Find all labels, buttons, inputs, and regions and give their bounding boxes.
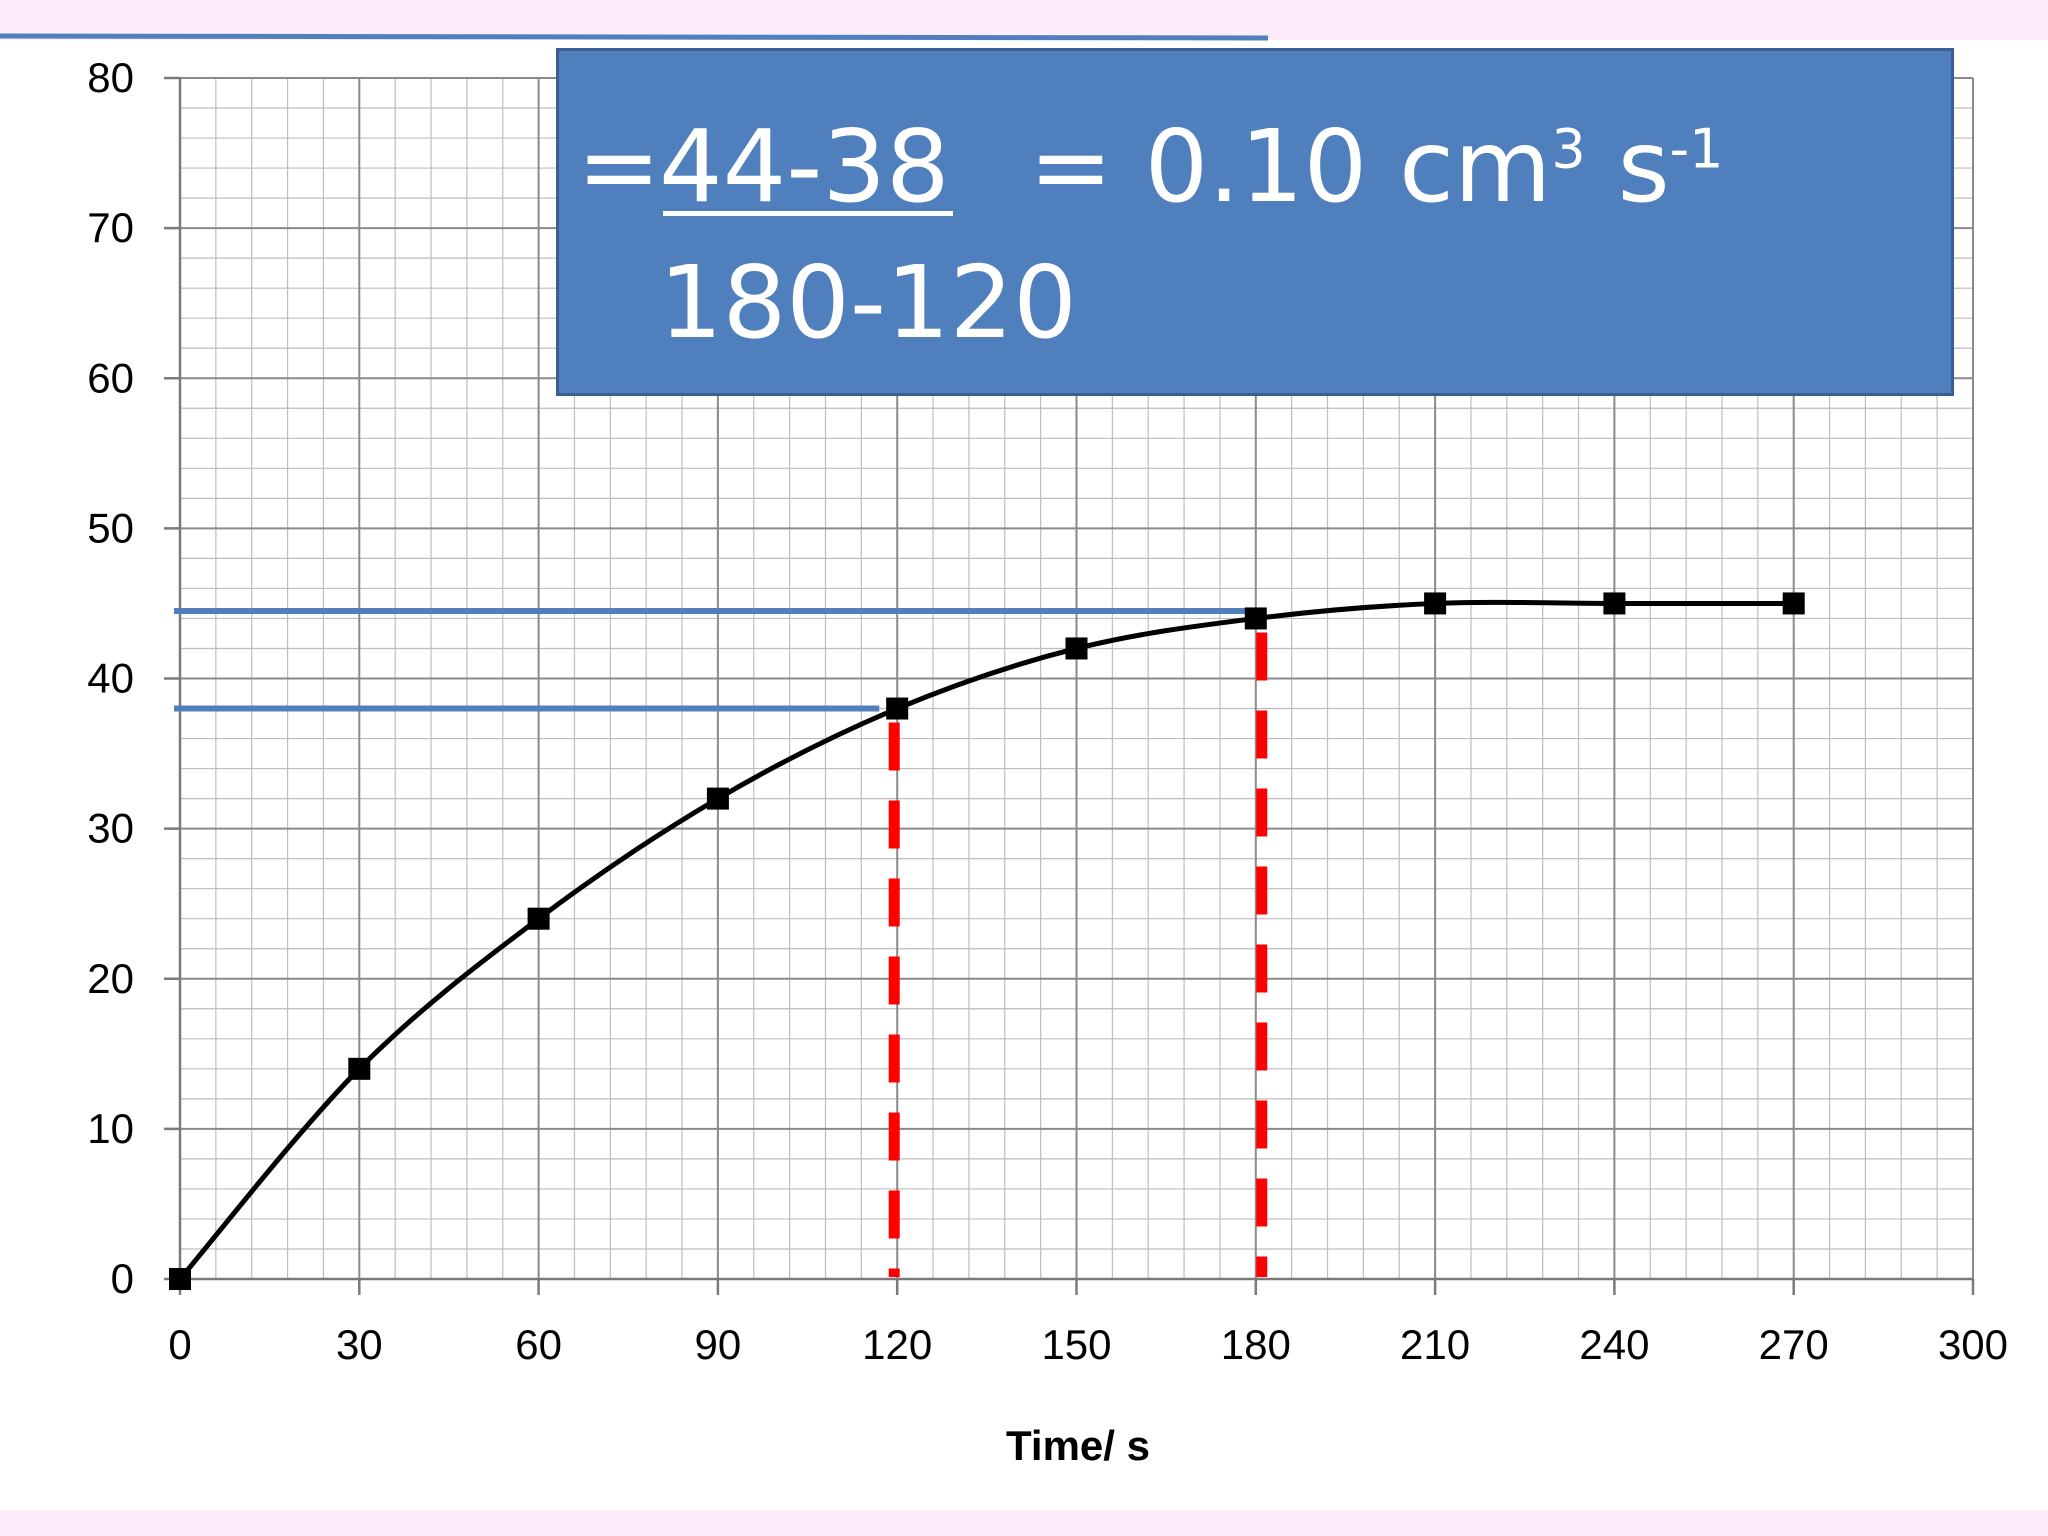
x-tick-label: 90	[695, 1321, 742, 1368]
x-tick-label: 180	[1221, 1321, 1291, 1368]
data-point-marker	[1424, 592, 1447, 615]
data-point-marker	[886, 697, 909, 720]
formula-result-value: = 0.10 cm	[1029, 108, 1552, 225]
x-tick-label: 120	[862, 1321, 932, 1368]
axes	[164, 76, 1975, 1295]
y-tick-label: 50	[87, 504, 134, 551]
y-tick-label: 40	[87, 655, 134, 702]
unit-seconds: s	[1585, 108, 1670, 225]
x-axis-title: Time/ s	[1006, 1422, 1150, 1469]
series	[169, 592, 1805, 1290]
series-line	[178, 599, 1794, 1281]
formula-denominator: 180-120	[659, 244, 1077, 361]
data-point-marker	[706, 787, 729, 810]
y-tick-label: 80	[87, 54, 134, 101]
data-point-marker	[1065, 637, 1088, 660]
data-point-marker	[348, 1057, 371, 1080]
y-tick-label: 20	[87, 955, 134, 1002]
data-point-marker	[169, 1268, 191, 1290]
x-tick-label: 210	[1400, 1321, 1470, 1368]
formula-box: = 44-38 180-120 = 0.10 cm3 s-1	[556, 48, 1954, 396]
y-tick-label: 60	[87, 354, 134, 401]
data-point-marker	[1782, 592, 1805, 615]
top-accent-line	[0, 33, 1269, 41]
y-tick-label: 0	[111, 1255, 134, 1302]
unit-exponent-minus-1: -1	[1669, 117, 1724, 181]
x-tick-label: 60	[515, 1321, 562, 1368]
y-tick-label: 10	[87, 1105, 134, 1152]
formula-equals: =	[577, 108, 661, 225]
tick-labels: 0 30 60 90 120 150 180 210 240 270 300 0 10 20 30 40 50 6…	[87, 54, 2008, 1368]
data-point-marker	[1603, 592, 1626, 615]
x-tick-label: 0	[168, 1321, 191, 1368]
x-tick-label: 270	[1759, 1321, 1829, 1368]
reference-lines	[174, 607, 1268, 1277]
x-tick-label: 30	[336, 1321, 383, 1368]
y-tick-label: 30	[87, 805, 134, 852]
x-tick-label: 150	[1041, 1321, 1111, 1368]
y-tick-label: 70	[87, 204, 134, 251]
fraction-bar	[663, 211, 953, 216]
unit-exponent-3: 3	[1551, 117, 1586, 181]
formula-numerator: 44-38	[659, 108, 950, 225]
data-point-marker	[1244, 607, 1267, 630]
x-tick-label: 300	[1938, 1321, 2008, 1368]
data-point-marker	[527, 907, 550, 930]
formula-result: = 0.10 cm3 s-1	[1029, 117, 1724, 217]
x-tick-label: 240	[1579, 1321, 1649, 1368]
